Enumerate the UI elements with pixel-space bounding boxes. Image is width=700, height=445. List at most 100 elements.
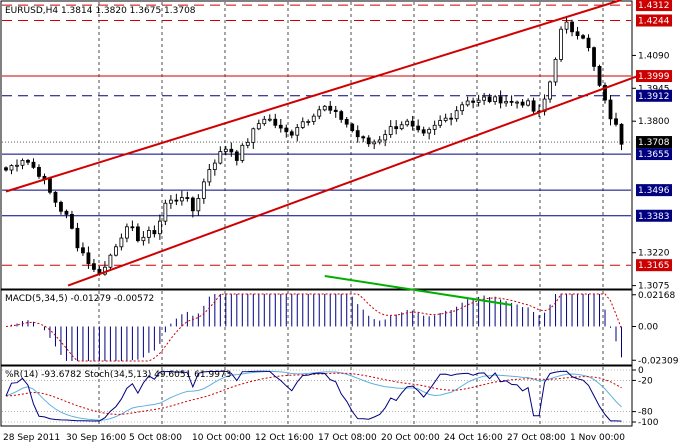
time-tick-label: 28 Sep 2011 — [3, 433, 60, 443]
price-tick-label: 1.4090 — [638, 51, 670, 61]
candle-body — [526, 100, 530, 106]
time-tick-label: 27 Oct 08:00 — [507, 433, 566, 443]
macd-trend-line — [324, 275, 512, 306]
candle-body — [240, 144, 245, 161]
level-price-label-box — [636, 0, 672, 12]
level-price-label-box — [636, 259, 672, 272]
candle-body — [487, 96, 492, 102]
candle-body — [504, 100, 508, 104]
stoch-signal-line — [5, 372, 622, 415]
candle-body — [108, 254, 113, 268]
candle-body — [20, 159, 25, 166]
level-price-label: 1.3912 — [638, 92, 670, 102]
candle-body — [344, 118, 349, 125]
candle-body — [92, 263, 96, 270]
level-price-label: 1.4312 — [638, 1, 670, 11]
macd-tick-label: 0.00 — [638, 322, 658, 332]
candle-body — [130, 226, 135, 229]
macd-title: MACD(5,34,5) -0.01279 -0.00572 — [5, 294, 154, 304]
candle-body — [284, 127, 289, 133]
price-title: EURUSD,H4 1.3814 1.3820 1.3675 1.3708 — [5, 6, 196, 16]
level-price-label: 1.3496 — [638, 186, 670, 196]
candle-body — [399, 124, 404, 130]
candle-body — [548, 81, 552, 100]
level-price-label-box — [636, 14, 672, 27]
candle-body — [114, 246, 118, 256]
candle-body — [570, 21, 574, 33]
candle-body — [141, 236, 146, 242]
candle-body — [460, 104, 465, 112]
channel-line — [67, 72, 645, 287]
candle-body — [405, 120, 410, 126]
candle-body — [438, 120, 443, 126]
price-axis: 1.4090 1.3945 1.3800 1.3220 1.3075 1.4312 1.42… — [632, 0, 672, 292]
candle-body — [416, 125, 421, 131]
level-price-label-box — [636, 136, 672, 149]
candle-body — [377, 139, 382, 143]
macd-signal-path — [5, 293, 622, 362]
candle-body — [564, 21, 569, 30]
candle-body — [125, 226, 129, 239]
candle-body — [614, 118, 618, 125]
williams-r-line — [5, 370, 622, 422]
candle-body — [333, 109, 338, 112]
stoch-main-line — [5, 370, 622, 421]
osc-lines — [5, 370, 622, 422]
candle-body — [520, 101, 525, 106]
candle-body — [278, 124, 283, 129]
osc-tick-label: -20 — [638, 376, 653, 386]
candle-body — [350, 123, 355, 132]
price-channel — [5, 0, 645, 287]
price-tick-label: 1.3075 — [638, 282, 670, 292]
candle-body — [185, 197, 190, 199]
level-price-label-box — [636, 89, 672, 102]
candle-body — [311, 115, 316, 122]
time-tick-label: 10 Oct 00:00 — [192, 433, 251, 443]
candle-body — [86, 252, 91, 265]
candle-body — [388, 126, 393, 135]
channel-line — [5, 0, 622, 193]
candle-body — [262, 118, 267, 125]
time-tick-label: 30 Sep 16:00 — [66, 433, 126, 443]
level-price-label: 1.3655 — [638, 150, 670, 160]
candle-body — [174, 199, 179, 202]
candle-body — [119, 237, 124, 248]
candle-body — [267, 118, 272, 121]
candle-body — [256, 123, 261, 130]
candle-body — [394, 126, 399, 130]
level-price-label-box — [636, 184, 672, 197]
candle-body — [81, 247, 85, 254]
candle-body — [498, 96, 503, 104]
candle-body — [48, 178, 52, 193]
level-price-label: 1.3999 — [638, 72, 670, 82]
level-price-label: 1.3708 — [638, 138, 670, 148]
level-price-label: 1.4244 — [638, 17, 670, 27]
candle-body — [328, 105, 333, 111]
osc-tick-label: -100 — [638, 418, 659, 428]
candle-body — [575, 31, 580, 37]
candle-body — [245, 141, 250, 146]
candle-body — [443, 117, 448, 121]
candle-body — [592, 47, 596, 67]
level-price-label-box — [636, 209, 672, 222]
level-price-label: 1.3383 — [638, 212, 670, 222]
candle-body — [553, 58, 558, 83]
candle-body — [4, 167, 8, 171]
candle-body — [70, 213, 74, 229]
candle-body — [152, 230, 157, 235]
candle-body — [31, 161, 36, 168]
price-tick-label: 1.3800 — [638, 117, 670, 127]
time-tick-label: 12 Oct 16:00 — [255, 433, 314, 443]
candle-body — [179, 197, 184, 202]
macd-tick-label: 0.02168 — [638, 291, 675, 301]
candle-body — [75, 227, 80, 249]
macd-tick-label: -0.02309 — [638, 356, 679, 366]
time-tick-label: 20 Oct 00:00 — [381, 433, 440, 443]
candle-body — [619, 123, 624, 145]
candle-body — [355, 130, 360, 138]
candle-body — [366, 137, 371, 145]
candle-body — [597, 65, 602, 86]
price-tick-label: 1.3220 — [638, 249, 670, 259]
horizontal-levels — [2, 4, 631, 266]
